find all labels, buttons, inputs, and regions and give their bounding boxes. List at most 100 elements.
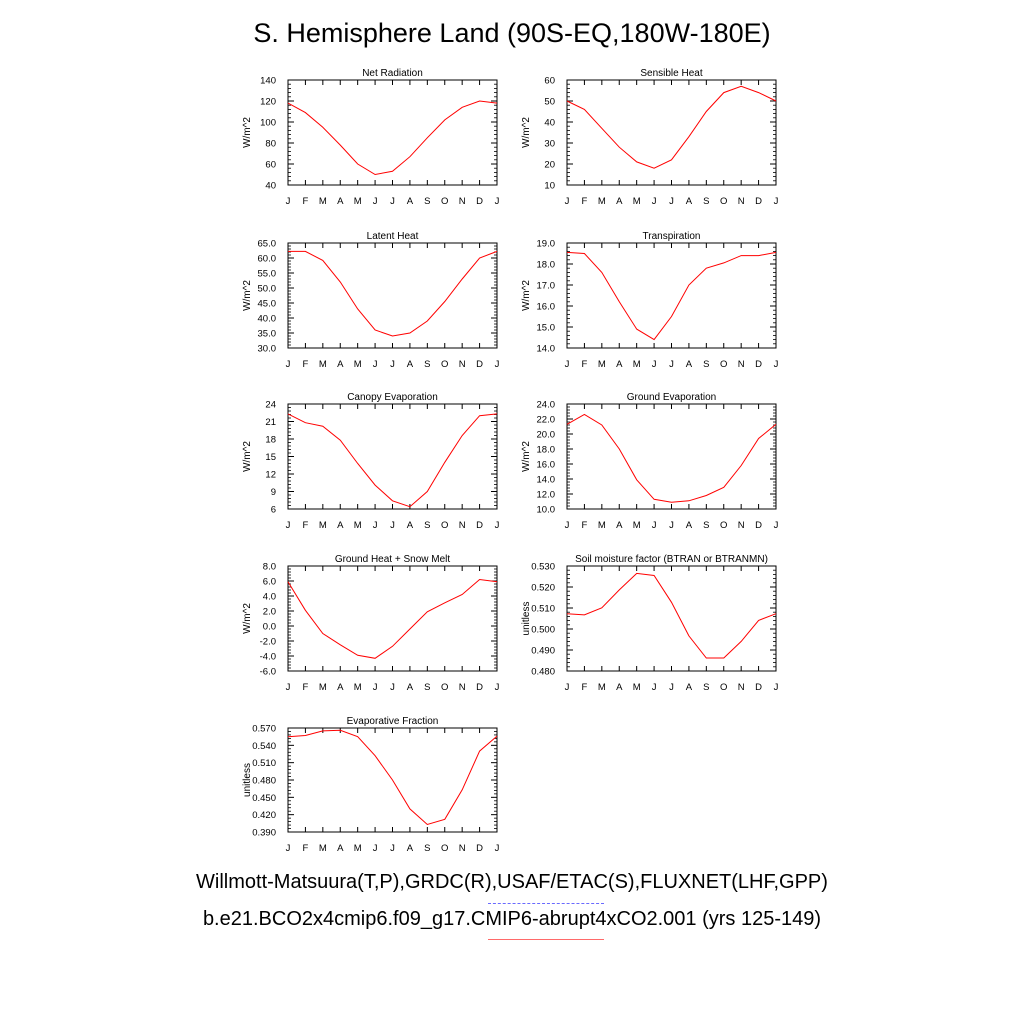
x-tick-label: N: [459, 682, 466, 693]
series-line: [566, 413, 777, 503]
x-tick-label: J: [373, 843, 378, 854]
x-tick-label: O: [441, 682, 448, 693]
x-tick-label: M: [319, 520, 327, 531]
x-tick-label: F: [303, 843, 309, 854]
x-tick-label: O: [441, 196, 448, 207]
x-tick-label: M: [319, 196, 327, 207]
x-tick-label: D: [755, 359, 762, 370]
y-tick-label: 60: [265, 160, 276, 171]
x-tick-label: J: [495, 682, 500, 693]
x-tick-label: M: [633, 520, 641, 531]
y-tick-label: 12.0: [537, 490, 556, 501]
y-tick-label: 4.0: [263, 592, 276, 603]
y-tick-label: 0.530: [531, 562, 555, 573]
y-tick-label: 9: [271, 487, 276, 498]
x-tick-label: A: [407, 359, 414, 370]
x-tick-label: M: [319, 359, 327, 370]
legend-model-line: [488, 939, 604, 940]
y-tick-label: 20.0: [537, 430, 556, 441]
y-tick-label: 140: [260, 76, 276, 87]
y-axis-label: W/m^2: [521, 280, 532, 311]
x-tick-label: J: [286, 359, 291, 370]
x-tick-label: J: [652, 359, 657, 370]
y-tick-label: 80: [265, 139, 276, 150]
x-tick-label: A: [686, 359, 693, 370]
x-tick-label: J: [390, 196, 395, 207]
y-tick-label: 40.0: [258, 314, 277, 325]
x-tick-label: J: [565, 196, 570, 207]
x-tick-label: N: [459, 196, 466, 207]
x-tick-label: S: [424, 843, 430, 854]
plot-title: Ground Evaporation: [627, 392, 717, 403]
y-tick-label: 12: [265, 470, 276, 481]
y-tick-label: 65.0: [258, 239, 277, 250]
legend-obs-label: Willmott-Matsuura(T,P),GRDC(R),USAF/ETAC…: [196, 871, 828, 893]
y-tick-label: -6.0: [260, 667, 276, 678]
y-tick-label: 0.0: [263, 622, 276, 633]
x-tick-label: A: [686, 196, 693, 207]
y-tick-label: 16.0: [537, 460, 556, 471]
x-tick-label: J: [390, 682, 395, 693]
x-tick-label: N: [459, 843, 466, 854]
x-tick-label: J: [774, 196, 779, 207]
x-tick-label: D: [476, 520, 483, 531]
series-line: [566, 251, 777, 341]
x-tick-label: J: [565, 359, 570, 370]
x-tick-label: J: [565, 520, 570, 531]
x-tick-label: J: [669, 682, 674, 693]
x-tick-label: N: [738, 520, 745, 531]
plot-frame: [287, 79, 498, 186]
plot-frame: [287, 403, 498, 510]
x-tick-label: J: [286, 682, 291, 693]
y-tick-label: 15.0: [537, 323, 556, 334]
x-tick-label: A: [337, 359, 344, 370]
x-tick-label: F: [582, 196, 588, 207]
y-tick-label: 19.0: [537, 239, 556, 250]
legend-obs-line: [488, 903, 604, 904]
x-tick-label: D: [755, 196, 762, 207]
x-tick-label: S: [703, 682, 709, 693]
y-tick-label: 0.490: [531, 646, 555, 657]
x-tick-label: J: [652, 520, 657, 531]
x-tick-label: F: [582, 682, 588, 693]
x-tick-label: O: [441, 520, 448, 531]
x-tick-label: A: [407, 682, 414, 693]
x-tick-label: F: [303, 520, 309, 531]
x-tick-label: J: [669, 520, 674, 531]
x-tick-label: J: [373, 520, 378, 531]
y-tick-label: 0.450: [252, 793, 276, 804]
x-tick-label: F: [303, 359, 309, 370]
y-tick-label: 0.480: [531, 667, 555, 678]
x-tick-label: F: [303, 682, 309, 693]
y-tick-label: -2.0: [260, 637, 276, 648]
x-tick-label: N: [738, 359, 745, 370]
x-tick-label: M: [633, 682, 641, 693]
y-tick-label: 0.570: [252, 724, 276, 735]
y-tick-label: 14.0: [537, 344, 556, 355]
y-tick-label: 6: [271, 505, 276, 516]
x-tick-label: F: [582, 520, 588, 531]
x-tick-label: M: [319, 682, 327, 693]
x-tick-label: J: [669, 196, 674, 207]
y-tick-label: 0.510: [531, 604, 555, 615]
y-tick-label: 0.540: [252, 741, 276, 752]
x-tick-label: O: [720, 196, 727, 207]
y-tick-label: 30: [544, 139, 555, 150]
y-tick-label: 55.0: [258, 269, 277, 280]
y-tick-label: 8.0: [263, 562, 276, 573]
series-line: [287, 100, 498, 176]
y-axis-label: W/m^2: [242, 603, 253, 634]
x-tick-label: M: [354, 359, 362, 370]
x-tick-label: A: [686, 520, 693, 531]
x-tick-label: N: [459, 359, 466, 370]
y-tick-label: 45.0: [258, 299, 277, 310]
x-tick-label: O: [441, 843, 448, 854]
series-line: [566, 572, 777, 659]
x-tick-label: A: [337, 196, 344, 207]
y-tick-label: 30.0: [258, 344, 277, 355]
x-tick-label: S: [703, 196, 709, 207]
x-tick-label: D: [476, 196, 483, 207]
y-tick-label: 2.0: [263, 607, 276, 618]
x-tick-label: J: [652, 196, 657, 207]
x-tick-label: O: [720, 682, 727, 693]
